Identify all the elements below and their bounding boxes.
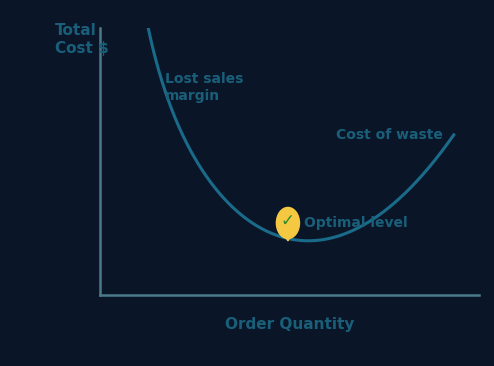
Text: Cost of waste: Cost of waste [336,128,443,142]
Text: Order Quantity: Order Quantity [225,317,354,332]
Text: ✓: ✓ [281,212,295,230]
Polygon shape [280,227,296,241]
Text: Total
Cost $: Total Cost $ [55,23,109,56]
Text: Lost sales
margin: Lost sales margin [165,72,244,103]
Circle shape [276,208,299,239]
Text: Optimal level: Optimal level [303,216,407,230]
